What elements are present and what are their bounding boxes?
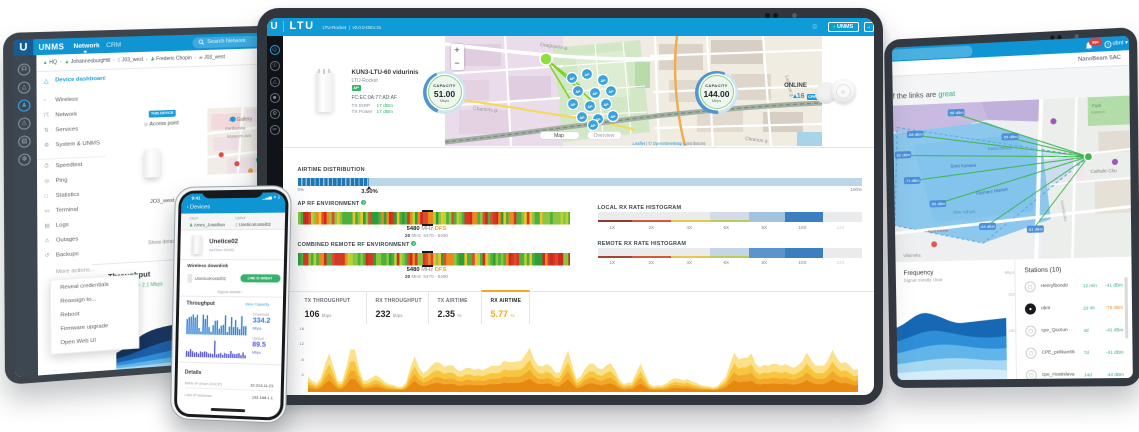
svg-text:AP: AP <box>569 77 575 81</box>
svg-text:-62 dBm: -62 dBm <box>896 153 911 158</box>
svg-text:-64 dBm: -64 dBm <box>980 224 995 229</box>
svg-text:AP: AP <box>600 79 606 83</box>
svg-text:Dragiquos g.: Dragiquos g. <box>539 42 568 51</box>
svg-text:-55 dBm: -55 dBm <box>931 202 946 207</box>
svg-text:Bine Adhurk: Bine Adhurk <box>953 209 975 215</box>
svg-text:Porthamka: Porthamka <box>225 126 246 132</box>
svg-text:-68 dBm: -68 dBm <box>908 132 923 137</box>
svg-text:AP: AP <box>592 92 598 96</box>
svg-text:AP: AP <box>579 116 585 120</box>
svg-text:AP: AP <box>603 103 609 107</box>
svg-text:-58 dBm: -58 dBm <box>949 111 964 116</box>
svg-text:AP: AP <box>587 105 593 109</box>
svg-text:Farmers Market: Farmers Market <box>976 186 1009 196</box>
svg-text:AP: AP <box>590 124 596 128</box>
svg-text:Kariscosmos: Kariscosmos <box>988 145 1012 151</box>
svg-text:AP: AP <box>584 73 590 77</box>
svg-text:Kameru: Kameru <box>1091 110 1105 115</box>
svg-text:-71 dBm: -71 dBm <box>905 179 920 184</box>
svg-text:Vilainska: Vilainska <box>903 252 921 258</box>
svg-text:Lelevos g.: Lelevos g. <box>783 74 795 98</box>
svg-text:AP: AP <box>610 115 616 119</box>
svg-text:Sore Kanava: Sore Kanava <box>951 162 977 168</box>
svg-text:-61 dBm: -61 dBm <box>1028 227 1043 232</box>
svg-text:Museum ava: Museum ava <box>227 133 252 139</box>
svg-text:Vydeliausko: Vydeliausko <box>1060 200 1068 222</box>
svg-text:AP: AP <box>608 90 614 94</box>
svg-text:Cleanos g.: Cleanos g. <box>744 136 768 144</box>
svg-text:AP: AP <box>570 103 576 107</box>
svg-text:Bost Kimba: Bost Kimba <box>928 229 949 234</box>
svg-text:Park: Park <box>1092 103 1102 109</box>
svg-text:AP: AP <box>595 118 601 122</box>
svg-text:Chemins g.: Chemins g. <box>472 106 498 114</box>
svg-text:AP: AP <box>575 90 581 94</box>
svg-text:Catholic Chu: Catholic Chu <box>1091 168 1118 174</box>
svg-text:-59 dBm: -59 dBm <box>1002 135 1017 140</box>
svg-text:Art Gallery: Art Gallery <box>229 117 252 124</box>
